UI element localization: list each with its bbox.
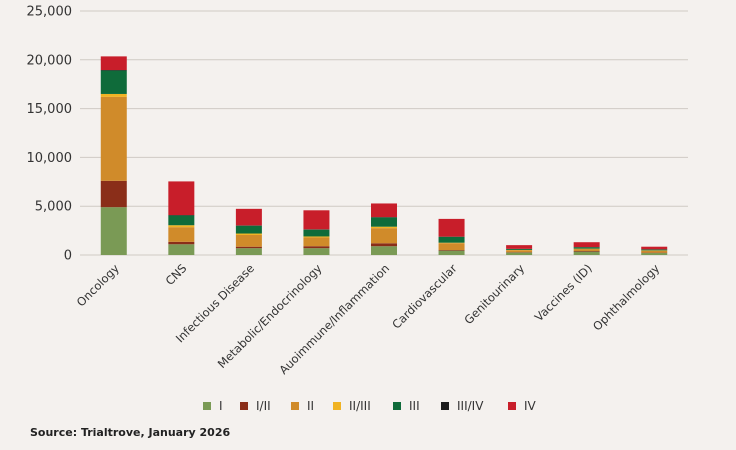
legend-label: III [409,399,420,413]
source-note: Source: Trialtrove, January 2026 [30,426,231,439]
bar-segment [303,229,330,237]
y-tick-label: 10,000 [27,151,73,166]
legend-label: II [307,399,314,413]
y-tick-label: 5,000 [35,200,72,215]
bar-segment [438,243,465,251]
x-category-label: Auoimmune/Inflammation [276,261,392,377]
legend-swatch [291,402,299,410]
bar-segment [303,237,330,247]
bar-segment [506,245,533,249]
bar-segment [506,248,533,250]
bar-segment [235,246,262,249]
bar-segment [641,246,668,250]
bar-segment [100,93,127,97]
bar-segment [100,70,127,94]
bar-segment [438,218,465,237]
bar-segment [506,252,533,255]
bar-segment [303,246,330,249]
bar-segment [371,203,397,218]
bar-segment [438,250,465,255]
bar-segment [168,181,195,216]
bar-segment [168,215,195,226]
legend-label: IV [524,399,537,413]
bar-segment [168,227,195,242]
bar-segment [371,228,397,244]
x-category-label: Vaccines (ID) [532,261,595,324]
bar-segment [438,236,465,243]
bar-segment [235,208,262,226]
legend-swatch [393,402,401,410]
legend-swatch [508,402,516,410]
bar-segment [168,225,195,228]
bar-segment [303,210,330,230]
bar-segment [573,247,600,249]
bar-segment [235,248,262,255]
bar-segment [573,242,600,248]
bar-segment [371,243,397,247]
legend-swatch [240,402,248,410]
legend-label: I [219,399,223,413]
bar-segment [235,233,262,235]
bar-segment [641,253,668,255]
bar-segment [303,248,330,255]
bar-segment [100,96,127,181]
bar-segment [371,246,397,255]
bar-segment [506,250,533,253]
bar-segment [168,244,195,255]
legend-swatch [203,402,211,410]
bar-segment [641,249,668,251]
legend-swatch [441,402,449,410]
bar-segment [235,234,262,247]
bar-segment [371,226,397,229]
bar-segment [235,225,262,234]
x-category-label: Cardiovascular [389,261,460,332]
y-tick-label: 20,000 [27,53,73,68]
legend-label: III/IV [457,399,484,413]
bar-segment [573,250,600,252]
legend-swatch [333,402,341,410]
bar-segment [371,217,397,227]
bar-segment [438,250,465,251]
bar-segment [100,180,127,208]
x-category-label: Genitourinary [461,261,527,327]
bar-segment [573,249,600,251]
bar-segment [100,207,127,255]
x-category-label: CNS [163,261,190,288]
x-category-label: Oncology [74,261,122,309]
bar-segment [641,250,668,253]
legend-label: I/II [256,399,271,413]
bar-segment [573,251,600,255]
bar-segment [303,236,330,238]
x-category-label: Ophthalmology [590,261,662,333]
y-tick-label: 0 [64,249,72,264]
bar-segment [100,56,127,71]
y-tick-label: 15,000 [27,102,73,117]
bar-segment [168,241,195,245]
y-tick-label: 25,000 [27,5,73,20]
legend-label: II/III [349,399,371,413]
